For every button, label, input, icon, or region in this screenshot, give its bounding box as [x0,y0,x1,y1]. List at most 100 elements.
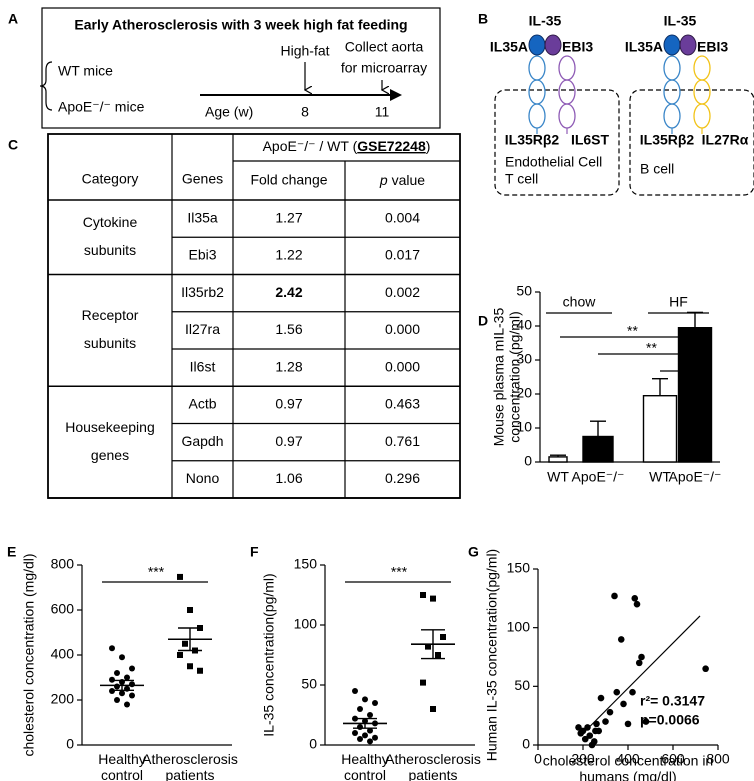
ligand-label: IL-35 [529,13,562,29]
panel-letter: G [468,544,479,560]
column-header: p value [379,172,425,188]
x-tick-label: 200 [571,751,595,767]
label-line: Atherosclerosis [385,751,481,767]
data-point [129,692,135,699]
y-tick-label: 0 [522,736,530,752]
receptor-label: IL35Rβ2 [505,132,560,148]
data-point [597,694,605,702]
label-line: patients [408,767,457,781]
data-point [197,667,203,674]
receptor-domain [528,103,546,129]
p-value: 0.463 [385,396,420,412]
x-tick-label: Healthy control [98,751,145,781]
receptor-domain [558,55,576,81]
x-tick-label: 600 [661,751,685,767]
bar [677,327,713,463]
x-tick-label: 800 [706,751,730,767]
bar [548,456,568,463]
x-tick-label: ApoE⁻/⁻ [572,469,625,485]
data-point [631,595,639,602]
receptor-domain [558,103,576,129]
cell-membrane [629,89,754,196]
y-tick-label: 800 [51,556,75,572]
data-point [620,700,627,708]
data-point [124,701,130,708]
header-text: p [379,172,388,188]
data-point [124,674,130,681]
cell-membrane [494,89,620,196]
panel-letter: E [7,544,16,560]
data-point [635,659,643,667]
data-point [611,592,618,600]
gene-name: Il35a [187,209,218,225]
y-tick-label: 50 [301,676,317,692]
data-point [420,592,426,598]
x-tick-label: WT [649,469,671,485]
p-value: 0.000 [385,321,420,337]
gene-name: Il27ra [185,321,220,337]
significance: *** [391,564,408,580]
receptor-domain [663,79,681,105]
receptor-label: IL6ST [571,132,610,148]
annotation: r²= 0.3147 [640,693,705,709]
x-tick-label: Healthy control [341,751,388,781]
trend-line [580,615,701,737]
category-label: subunits [84,242,136,258]
y-axis-label: IL-35 concentration(pg/ml) [261,573,277,736]
data-point [425,643,431,650]
x-tick-label: Atherosclerosis patients [385,751,481,781]
receptor-domain [558,79,576,105]
fold-change: 1.06 [275,470,302,486]
y-axis-label: Human IL-35 concentration(pg/ml) [484,549,500,761]
panel-letter: D [478,313,488,329]
y-tick-label: 600 [51,601,75,617]
label-line: Healthy [341,751,388,767]
group-label: HF [669,294,688,310]
x-tick-label: 8 [301,104,309,120]
y-tick-label: 200 [51,691,75,707]
gene-name: Ebi3 [188,247,216,263]
fold-change: 1.56 [275,321,302,337]
data-point [629,688,636,696]
data-point [606,708,614,716]
data-point [182,640,188,647]
data-point [440,634,446,640]
data-point [581,735,589,743]
data-point [129,665,135,672]
subunit [663,34,681,56]
p-value: 0.296 [385,470,420,486]
data-point [187,663,193,670]
fold-change: 1.28 [275,358,302,374]
p-value: 0.004 [385,209,420,225]
header-text: ApoE⁻/⁻ / WT ( [263,138,358,154]
y-tick-label: 50 [514,677,530,693]
data-point [119,654,125,661]
data-point [595,727,603,735]
x-tick-label: WT [547,469,569,485]
panel-letter: B [478,11,488,27]
y-tick-label: 0 [524,453,532,469]
subunit-label: EBI3 [697,39,728,55]
y-axis-label: Mouse plasma mIL-35 [491,308,507,447]
x-axis-label: cholesterol concentration in [543,753,713,769]
panel-letter: A [8,11,18,27]
receptor-domain [528,79,546,105]
column-header: Fold change [250,172,327,188]
label-line: Healthy [98,751,145,767]
fold-change: 0.97 [275,396,302,412]
category-label: Housekeeping [65,419,155,435]
data-point [129,681,135,688]
ligand-label: IL-35 [664,13,697,29]
timeline-arrow [390,89,402,101]
data-point [430,595,436,602]
label-line: control [344,767,386,781]
subunit-label: EBI3 [562,39,593,55]
data-point [177,652,183,658]
gene-name: Nono [186,470,220,486]
x-tick-label: ApoE⁻/⁻ [669,469,722,485]
data-point [584,724,591,731]
receptor-label: IL35Rβ2 [640,132,695,148]
receptor-domain [528,55,546,81]
data-point [602,718,609,725]
